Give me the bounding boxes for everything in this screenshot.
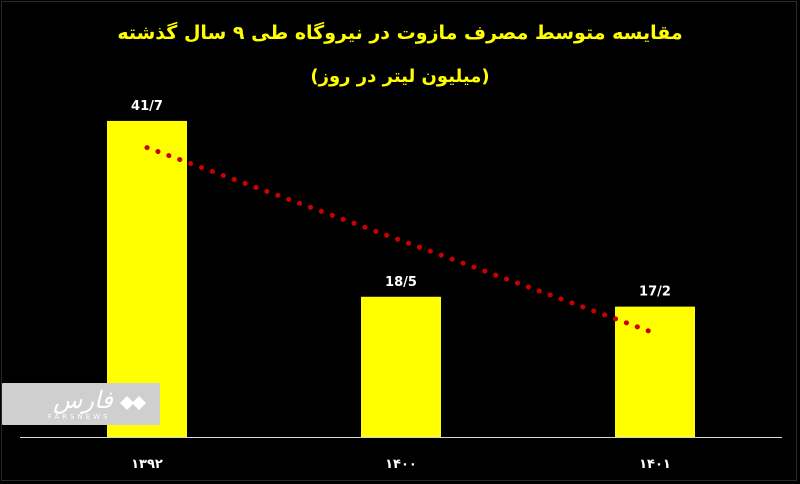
trendline [144,145,658,336]
data-label-2: 17/2 [639,285,671,300]
data-label-1: 18/5 [385,275,417,290]
chart-title: مقایسه متوسط مصرف مازوت در نیروگاه طی ۹ … [117,22,683,44]
data-label-0: 41/7 [131,99,163,114]
bar-1 [361,296,441,437]
x-tick-label-0: ۱۳۹۲ [131,457,163,472]
logo-text: فارس [53,386,113,414]
x-tick-label-2: ۱۴۰۱ [639,457,671,472]
farsnews-logo: فارس FARSNEWS [2,383,160,425]
logo-subtext: FARSNEWS [48,413,111,421]
bar-2 [615,306,695,437]
logo-mark-icon [120,396,146,410]
x-tick-label-1: ۱۴۰۰ [385,457,417,472]
chart-subtitle: (میلیون لیتر در روز) [310,66,490,87]
